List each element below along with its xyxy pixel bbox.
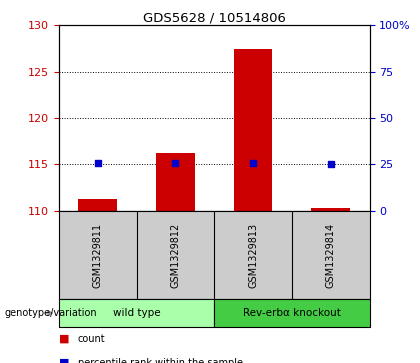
Bar (78, 199, 117, 211)
Point (328, 161, 334, 167)
Bar (59, 299, 214, 327)
Text: GSM1329811: GSM1329811 (93, 223, 102, 287)
Point (94, 160, 101, 166)
Text: count: count (78, 334, 105, 344)
Text: GSM1329813: GSM1329813 (248, 223, 258, 287)
Text: percentile rank within the sample: percentile rank within the sample (78, 358, 243, 363)
Text: genotype/variation: genotype/variation (4, 308, 97, 318)
Title: GDS5628 / 10514806: GDS5628 / 10514806 (143, 11, 286, 24)
Text: wild type: wild type (113, 308, 160, 318)
Bar (311, 208, 350, 211)
Point (172, 160, 179, 166)
Bar (214, 299, 370, 327)
Text: Rev-erbα knockout: Rev-erbα knockout (243, 308, 341, 318)
Text: GSM1329812: GSM1329812 (171, 223, 180, 287)
Text: ■: ■ (59, 334, 69, 344)
Bar (156, 153, 195, 211)
Text: ■: ■ (59, 358, 69, 363)
FancyArrowPatch shape (45, 311, 52, 315)
Point (249, 160, 256, 166)
Bar (234, 49, 273, 211)
Text: GSM1329814: GSM1329814 (326, 223, 336, 287)
